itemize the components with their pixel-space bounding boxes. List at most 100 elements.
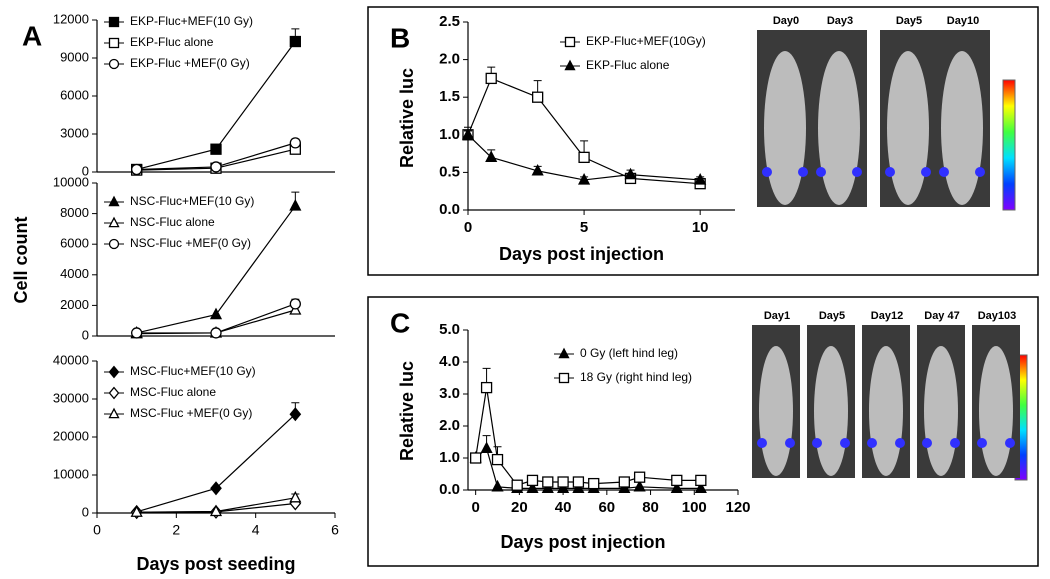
legend-marker <box>108 37 120 49</box>
marker <box>289 298 301 310</box>
legend-marker <box>108 195 120 207</box>
legend-marker <box>108 58 120 70</box>
marker <box>130 505 143 517</box>
marker <box>542 476 554 488</box>
signal <box>975 167 985 177</box>
marker <box>131 327 143 339</box>
marker <box>526 474 539 487</box>
marker <box>485 150 498 163</box>
y-axis-label: Relative luc <box>397 361 417 461</box>
marker <box>289 490 302 503</box>
legend-marker <box>108 365 120 379</box>
y-tick-label: 1.0 <box>439 126 460 143</box>
y-tick-label: 0.5 <box>439 163 460 180</box>
signal <box>785 438 795 448</box>
marker <box>578 151 590 164</box>
signal <box>840 438 850 448</box>
legend-label: EKP-Fluc alone <box>586 58 670 72</box>
marker <box>624 167 637 180</box>
legend-marker <box>558 372 570 384</box>
image-label: Day5 <box>819 310 845 322</box>
marker <box>694 173 707 185</box>
marker <box>532 91 544 103</box>
legend-marker <box>108 386 120 400</box>
image-label: Day10 <box>947 15 979 27</box>
marker <box>491 453 504 466</box>
marker <box>633 479 646 492</box>
signal <box>922 438 932 448</box>
signal <box>977 438 987 448</box>
mouse <box>818 51 860 205</box>
legend-label: EKP-Fluc +MEF(0 Gy) <box>130 56 250 70</box>
signal <box>757 438 767 448</box>
x-tick-label: 80 <box>642 499 659 516</box>
marker <box>670 481 683 494</box>
y-tick-label: 8000 <box>60 205 89 220</box>
legend-label: NSC-Fluc +MEF(0 Gy) <box>130 236 251 250</box>
y-tick-label: 5.0 <box>439 321 460 338</box>
marker <box>526 481 539 494</box>
signal <box>885 167 895 177</box>
mouse <box>869 346 903 476</box>
marker <box>210 143 222 155</box>
marker <box>485 72 497 85</box>
mouse <box>887 51 929 205</box>
x-tick-label: 100 <box>682 499 707 516</box>
image-label: Day 47 <box>924 310 959 322</box>
marker <box>480 441 493 454</box>
marker <box>572 476 585 488</box>
marker <box>695 474 707 487</box>
y-tick-label: 12000 <box>53 11 89 26</box>
legend-marker <box>108 216 120 228</box>
marker <box>289 137 301 149</box>
image-label: Day0 <box>773 15 799 27</box>
legend-marker <box>558 347 570 359</box>
image-label: Day5 <box>896 15 922 27</box>
x-tick-label: 20 <box>511 499 528 516</box>
y-tick-label: 4.0 <box>439 353 460 370</box>
marker <box>209 307 223 320</box>
y-tick-label: 0.0 <box>439 481 460 498</box>
signal <box>950 438 960 448</box>
x-tick-label: 120 <box>725 499 750 516</box>
legend-label: MSC-Fluc alone <box>130 385 216 399</box>
y-tick-label: 3000 <box>60 125 89 140</box>
y-tick-label: 1.0 <box>439 449 460 466</box>
signal <box>852 167 862 177</box>
x-tick-label: 0 <box>93 522 101 538</box>
signal <box>939 167 949 177</box>
signal <box>921 167 931 177</box>
signal <box>867 438 877 448</box>
marker <box>618 476 630 488</box>
legend-marker <box>108 16 120 28</box>
y-tick-label: 10000 <box>53 174 89 189</box>
y-tick-label: 40000 <box>53 352 89 367</box>
y-tick-label: 4000 <box>60 266 89 281</box>
series-line <box>467 77 701 185</box>
x-axis-label: Days post injection <box>500 532 665 552</box>
legend-label: NSC-Fluc alone <box>130 215 215 229</box>
marker <box>557 476 569 488</box>
y-tick-label: 30000 <box>53 390 89 405</box>
y-tick-label: 10000 <box>53 466 89 481</box>
marker <box>588 477 600 490</box>
legend-label: NSC-Fluc+MEF(10 Gy) <box>130 194 254 208</box>
legend-label: 18 Gy (right hind leg) <box>580 370 692 384</box>
marker <box>470 452 482 464</box>
marker <box>289 199 302 211</box>
mouse <box>924 346 958 476</box>
y-tick-label: 0 <box>82 504 89 519</box>
mouse <box>759 346 793 476</box>
y-tick-label: 2000 <box>60 297 89 312</box>
legend-label: 0 Gy (left hind leg) <box>580 346 678 360</box>
mouse <box>764 51 806 205</box>
y-tick-label: 20000 <box>53 428 89 443</box>
y-tick-label: 0 <box>82 327 89 342</box>
x-tick-label: 10 <box>692 219 709 236</box>
marker <box>480 381 493 394</box>
y-tick-label: 2.5 <box>439 13 460 30</box>
marker <box>531 164 544 176</box>
x-tick-label: 40 <box>555 499 572 516</box>
signal <box>1005 438 1015 448</box>
